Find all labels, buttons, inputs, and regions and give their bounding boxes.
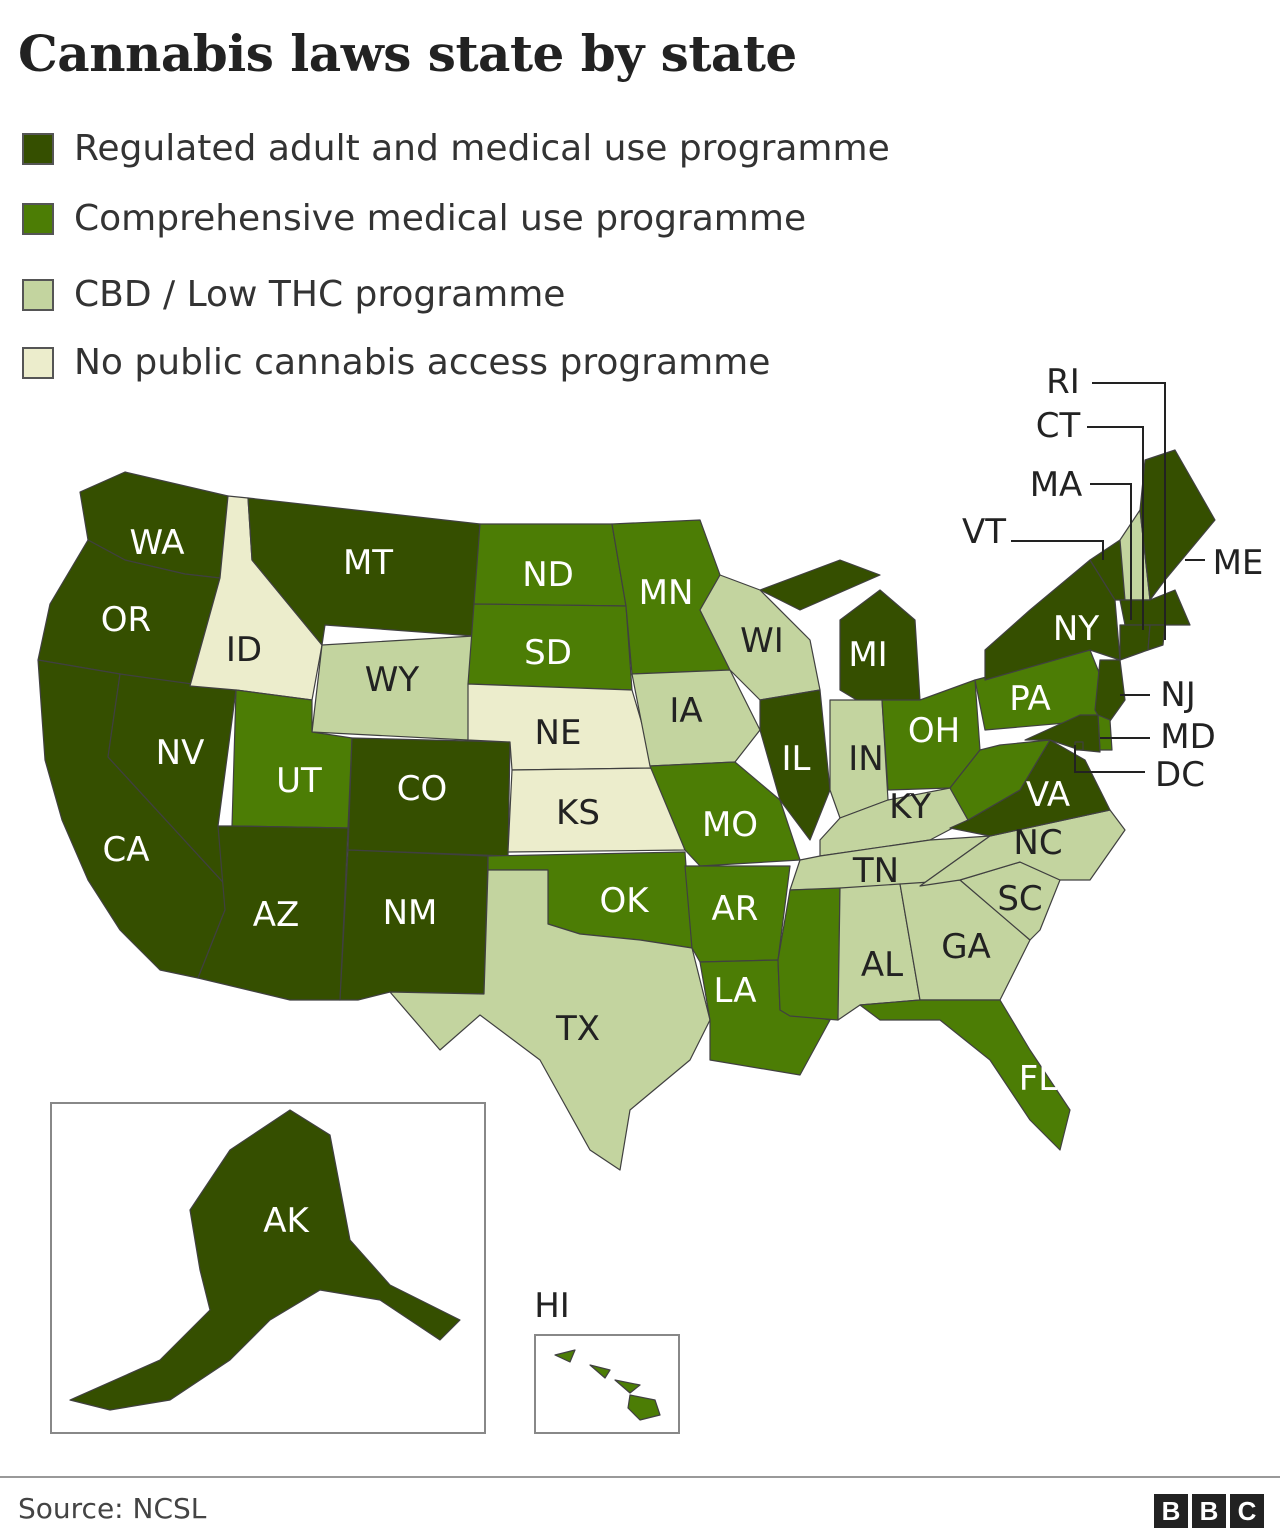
legend-item-regulated: Regulated adult and medical use programm… xyxy=(22,128,890,169)
bbc-logo-letter: C xyxy=(1230,1494,1264,1528)
state-label-ny: NY xyxy=(1053,609,1099,649)
legend-label-none: No public cannabis access programme xyxy=(74,342,771,383)
bbc-logo-letter: B xyxy=(1192,1494,1226,1528)
legend-label-medical: Comprehensive medical use programme xyxy=(74,198,807,239)
chart-title: Cannabis laws state by state xyxy=(18,24,797,83)
legend-swatch-cbd xyxy=(22,278,54,311)
legend-item-none: No public cannabis access programme xyxy=(22,342,770,383)
state-label-pa: PA xyxy=(1009,679,1051,719)
state-label-sc: SC xyxy=(997,879,1042,919)
state-label-hi: HI xyxy=(534,1286,570,1326)
state-wi xyxy=(699,574,821,701)
state-label-mt: MT xyxy=(343,543,393,583)
state-label-ca: CA xyxy=(103,830,150,870)
legend-swatch-medical xyxy=(22,202,54,235)
legend-swatch-regulated xyxy=(22,132,54,165)
state-label-ut: UT xyxy=(276,761,322,801)
state-label-ky: KY xyxy=(889,787,931,827)
state-hi xyxy=(554,1349,661,1421)
state-label-ne: NE xyxy=(535,713,582,753)
state-label-az: AZ xyxy=(253,895,300,935)
state-label-fl: FL xyxy=(1019,1059,1058,1099)
bbc-logo: B B C xyxy=(1154,1494,1264,1528)
callout-lines xyxy=(1011,382,1205,773)
legend-item-medical: Comprehensive medical use programme xyxy=(22,198,806,239)
state-label-il: IL xyxy=(782,739,811,779)
state-label-oh: OH xyxy=(908,711,960,751)
state-ct xyxy=(1119,624,1151,661)
state-label-wa: WA xyxy=(129,523,184,563)
state-label-tx: TX xyxy=(555,1009,600,1049)
state-label-la: LA xyxy=(714,971,757,1011)
state-ny xyxy=(984,559,1121,681)
legend-swatch-none xyxy=(22,346,54,379)
state-label-al: AL xyxy=(861,945,903,985)
alaska-inset-box xyxy=(50,1102,486,1434)
state-label-ct: CT xyxy=(1036,406,1081,446)
state-ri xyxy=(1147,624,1166,651)
state-il xyxy=(759,689,831,841)
state-dc xyxy=(1074,741,1084,751)
state-label-mi: MI xyxy=(848,635,887,675)
us-map: WA OR CA NV ID MT WY UT AZ CO NM ND SD NE KS OK TX MN IA MO… xyxy=(37,362,1264,1434)
state-ak xyxy=(69,1109,461,1411)
state-label-in: IN xyxy=(848,739,883,779)
state-label-nj: NJ xyxy=(1160,675,1195,715)
state-ia xyxy=(631,669,761,767)
legend-label-regulated: Regulated adult and medical use programm… xyxy=(74,128,890,169)
state-me xyxy=(1139,449,1216,601)
state-label-wi: WI xyxy=(740,621,784,661)
state-label-id: ID xyxy=(226,630,262,670)
hawaii-inset-box xyxy=(534,1334,680,1434)
state-label-me: ME xyxy=(1213,543,1264,583)
legend-item-cbd: CBD / Low THC programme xyxy=(22,274,565,315)
state-mi xyxy=(759,559,921,709)
source-note: Source: NCSL xyxy=(18,1492,207,1525)
state-label-ga: GA xyxy=(941,927,991,967)
state-label-ks: KS xyxy=(556,793,600,833)
state-ma xyxy=(1119,589,1191,626)
state-label-ak: AK xyxy=(263,1201,310,1241)
state-label-sd: SD xyxy=(524,633,572,673)
state-label-or: OR xyxy=(101,600,151,640)
state-label-va: VA xyxy=(1026,775,1070,815)
state-nj xyxy=(1094,659,1126,729)
state-label-wy: WY xyxy=(365,660,420,700)
state-label-md: MD xyxy=(1160,717,1216,757)
legend-label-cbd: CBD / Low THC programme xyxy=(74,274,566,315)
state-ms xyxy=(777,887,841,1021)
state-label-nc: NC xyxy=(1013,823,1062,863)
state-label-nd: ND xyxy=(522,555,574,595)
state-label-co: CO xyxy=(397,769,448,809)
state-label-tn: TN xyxy=(852,851,899,891)
footer-divider xyxy=(0,1476,1280,1478)
state-label-nm: NM xyxy=(383,893,438,933)
state-label-mn: MN xyxy=(639,573,694,613)
bbc-logo-letter: B xyxy=(1154,1494,1188,1528)
state-label-ok: OK xyxy=(599,881,650,921)
state-label-ia: IA xyxy=(669,691,702,731)
state-label-ma: MA xyxy=(1030,465,1083,505)
state-label-mo: MO xyxy=(702,805,758,845)
state-label-ri: RI xyxy=(1046,362,1080,402)
state-az xyxy=(197,825,349,1001)
state-fl xyxy=(859,999,1071,1151)
state-tx xyxy=(389,869,711,1171)
state-label-ar: AR xyxy=(712,889,759,929)
state-label-vt: VT xyxy=(962,512,1006,552)
state-label-nv: NV xyxy=(156,733,205,773)
state-label-dc: DC xyxy=(1155,755,1205,795)
